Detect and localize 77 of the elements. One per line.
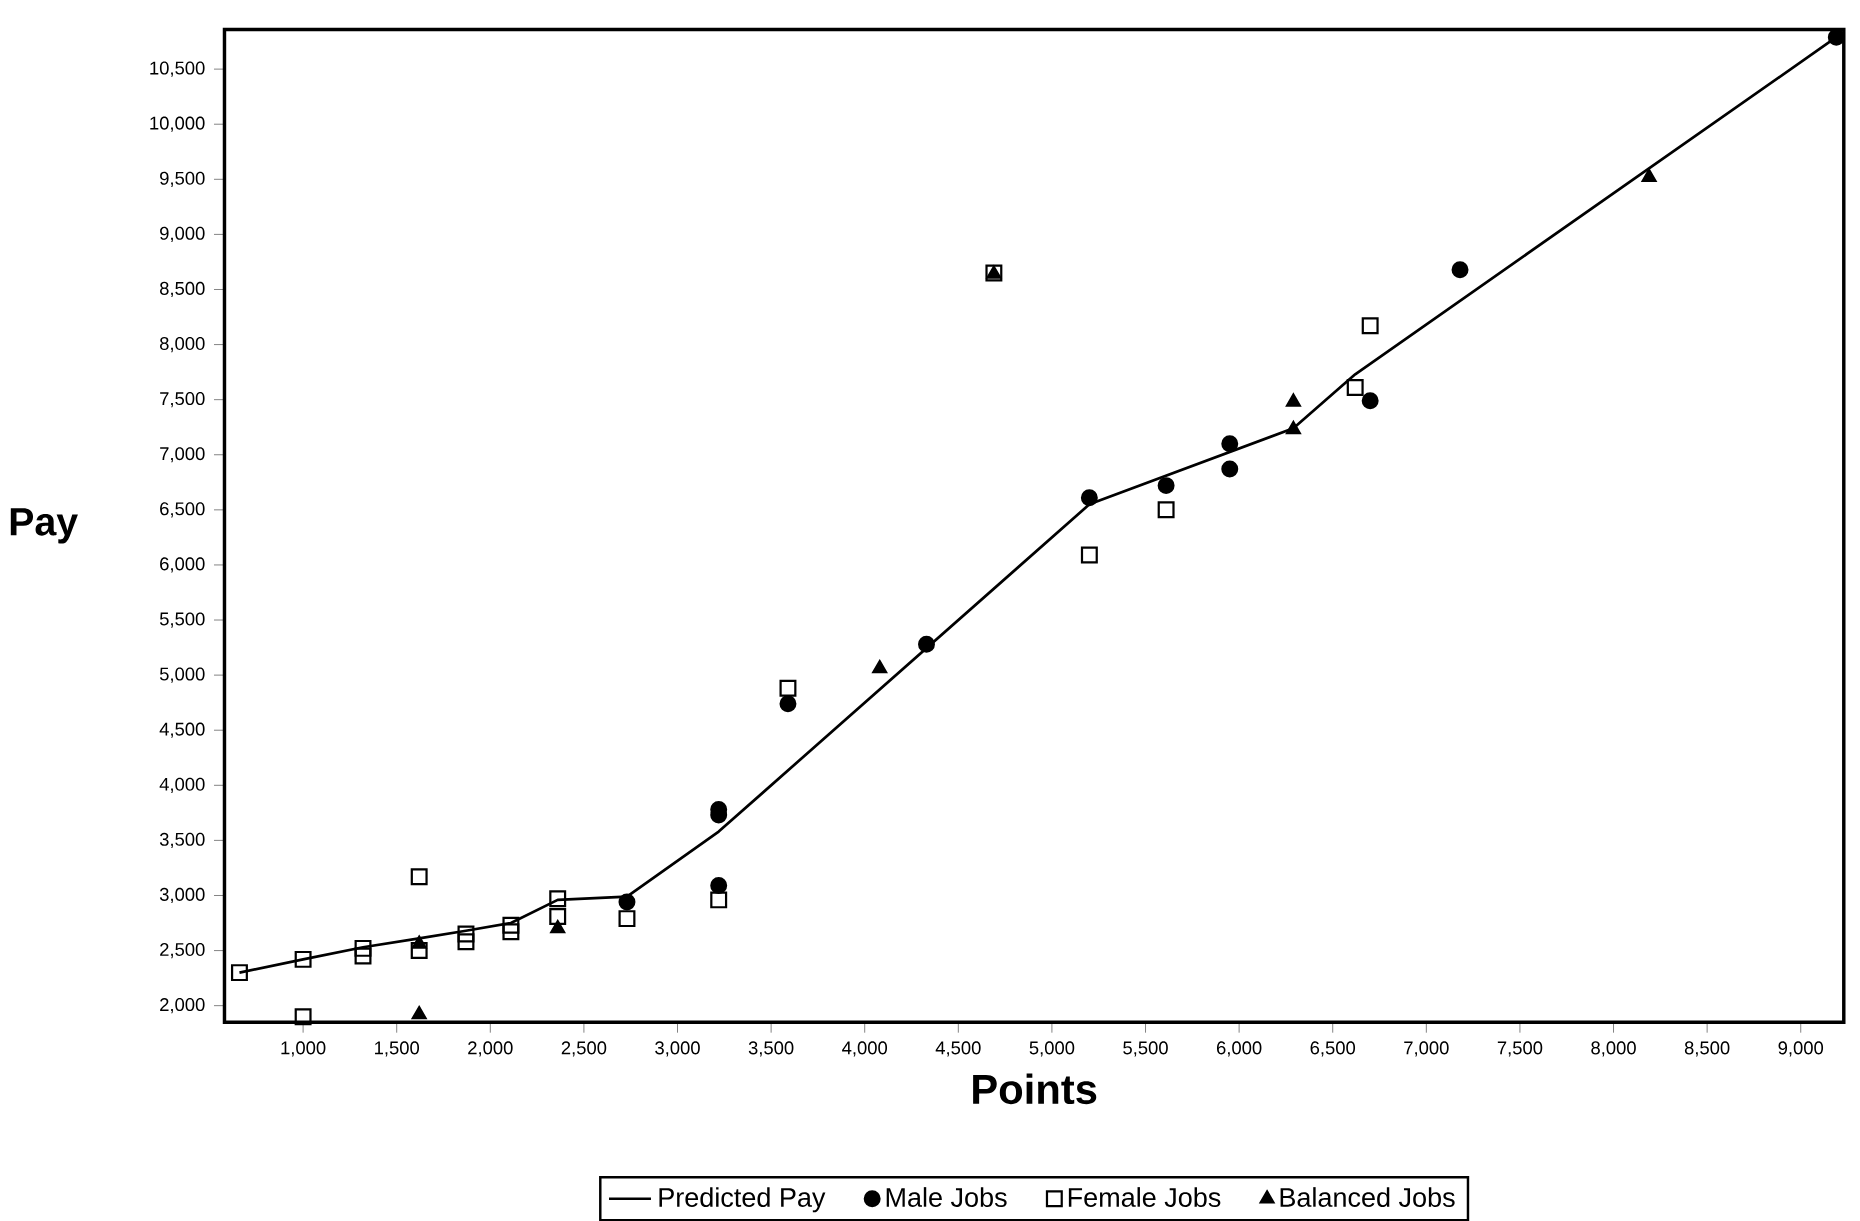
y-tick-label: 4,500	[159, 722, 205, 738]
y-tick-label: 5,500	[159, 612, 205, 628]
y-tick-label: 8,000	[160, 336, 205, 352]
y-tick-label: 7,000	[160, 446, 205, 463]
point	[1361, 317, 1379, 335]
point	[1641, 168, 1657, 182]
point	[1285, 420, 1301, 434]
x-tick-label: 5,500	[1123, 1041, 1168, 1057]
point	[918, 635, 935, 653]
point	[1346, 378, 1364, 396]
point	[410, 868, 428, 886]
legend-label: Predicted Pay	[659, 1186, 826, 1213]
legend-label: Female Jobs	[1068, 1186, 1221, 1207]
point	[294, 950, 312, 968]
y-tick-label: 7,500	[160, 391, 205, 408]
y-tick-label: 3,000	[159, 887, 205, 903]
y-tick-label: 10,500	[150, 61, 205, 77]
x-tick-label: 1,500	[375, 1041, 420, 1057]
point	[354, 939, 372, 957]
x-tick-label: 7,500	[1497, 1041, 1543, 1057]
x-tick-label: 3,000	[655, 1041, 700, 1057]
point	[411, 935, 427, 949]
point	[1080, 489, 1098, 506]
point	[549, 907, 567, 925]
point	[230, 963, 248, 981]
point	[710, 891, 728, 909]
point	[457, 933, 475, 951]
point	[872, 659, 888, 674]
point	[1451, 260, 1469, 278]
y-tick-label: 9,500	[160, 171, 205, 187]
y-tick-label: 2,500	[160, 942, 205, 958]
point	[1361, 392, 1379, 410]
point	[549, 890, 567, 908]
x-tick-label: 4,000	[842, 1041, 888, 1057]
x-tick-label: 4,500	[935, 1041, 981, 1057]
point	[411, 1005, 427, 1020]
point	[779, 679, 797, 697]
y-tick-label: 4,000	[159, 777, 205, 793]
point	[410, 941, 428, 959]
x-tick-label: 9,000	[1778, 1041, 1824, 1057]
y-tick-label: 3,500	[159, 832, 205, 848]
y-tick-label: 5,000	[159, 667, 205, 683]
x-tick-label: 1,000	[281, 1041, 326, 1057]
point	[1285, 393, 1301, 407]
x-tick-label: 7,000	[1404, 1041, 1449, 1057]
y-tick-label: 10,000	[150, 116, 205, 132]
x-tick-label: 5,000	[1029, 1041, 1075, 1057]
x-tick-label: 3,500	[748, 1041, 794, 1057]
point	[618, 893, 636, 911]
point	[1221, 460, 1239, 478]
point	[502, 923, 520, 941]
y-axis-title: Pay	[10, 508, 78, 544]
point	[457, 925, 475, 943]
point	[354, 947, 372, 965]
x-tick-label: 8,000	[1591, 1041, 1636, 1057]
y-tick-label: 8,500	[160, 281, 205, 297]
point	[1157, 501, 1175, 519]
y-tick-label: 6,500	[160, 502, 205, 518]
y-tick-label: 9,000	[160, 226, 205, 242]
legend-label: Male Jobs	[886, 1186, 1007, 1207]
point	[502, 916, 520, 934]
legend-label: Balanced Jobs	[1280, 1186, 1455, 1207]
point	[1157, 476, 1175, 494]
x-tick-label: 8,500	[1684, 1041, 1730, 1057]
x-tick-label: 6,500	[1310, 1041, 1356, 1057]
y-tick-label: 6,000	[160, 557, 205, 573]
point	[618, 909, 636, 927]
point	[550, 919, 566, 934]
point	[1080, 546, 1098, 564]
x-tick-label: 6,000	[1216, 1041, 1262, 1057]
point	[294, 1007, 312, 1025]
x-tick-label: 2,000	[468, 1041, 513, 1057]
point	[779, 695, 797, 713]
x-tick-label: 2,500	[561, 1041, 607, 1057]
point	[1221, 435, 1239, 452]
x-axis-title: Points	[973, 1073, 1097, 1104]
y-tick-label: 2,000	[160, 997, 205, 1014]
